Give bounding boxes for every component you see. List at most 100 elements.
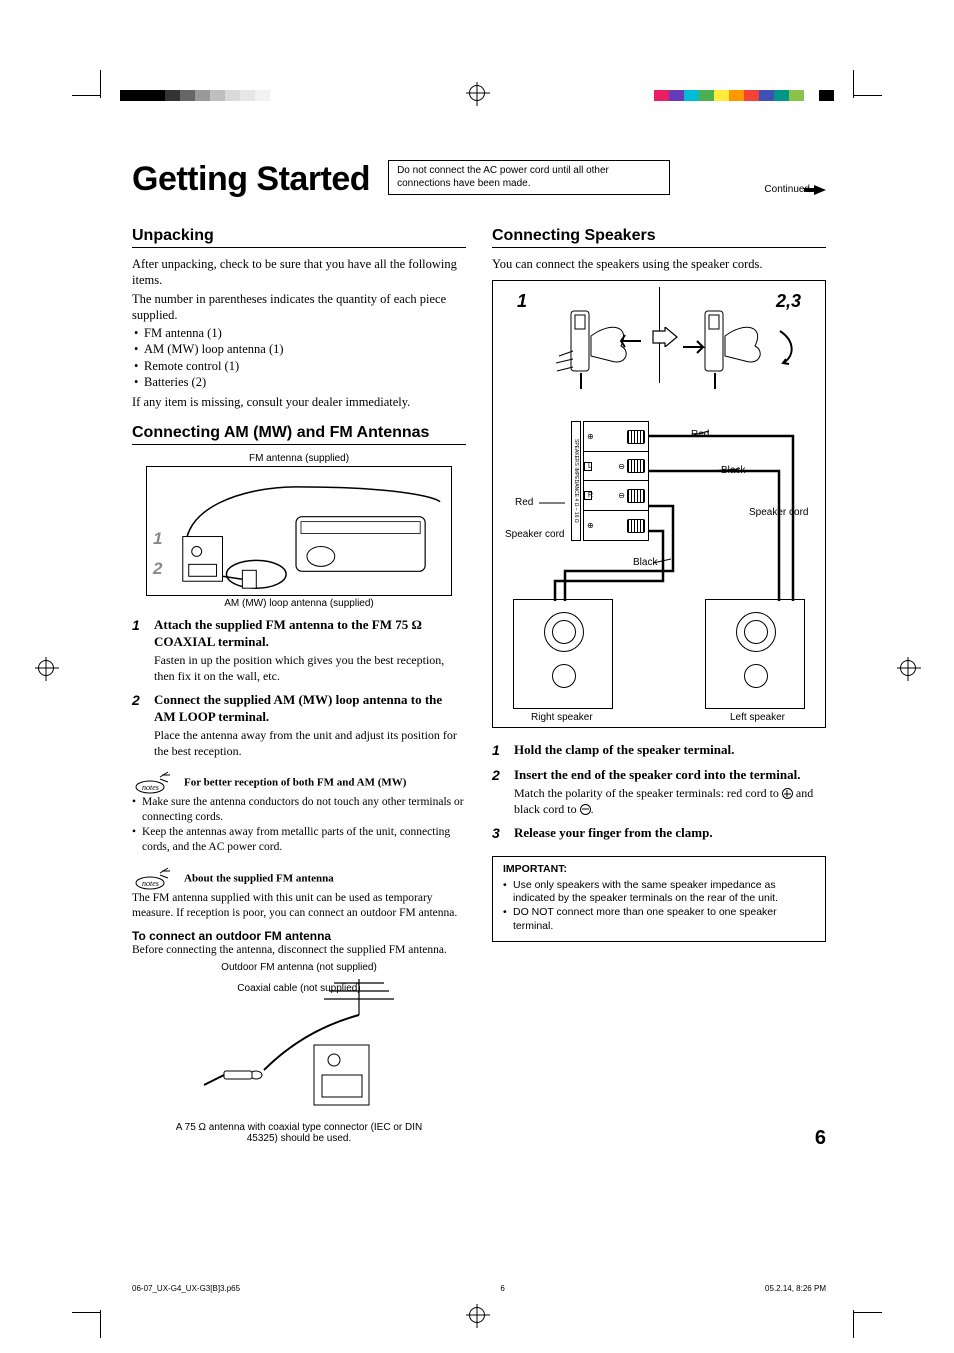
crop-mark [100, 1310, 101, 1338]
continued-indicator: Continued [764, 184, 826, 195]
footer-meta: 06-07_UX-G4_UX-G3[B]3.p65 6 05.2.14, 8:2… [132, 1284, 826, 1293]
section-heading-unpacking: Unpacking [132, 227, 466, 248]
speakers-intro: You can connect the speakers using the s… [492, 256, 826, 272]
speaker-diagram: 1 2,3 [492, 280, 826, 728]
list-item: Batteries (2) [132, 374, 466, 390]
header-row: Getting Started Do not connect the AC po… [132, 160, 826, 199]
crop-mark [72, 95, 100, 96]
step-desc: Fasten in up the position which gives yo… [154, 653, 466, 684]
warning-box: Do not connect the AC power cord until a… [388, 160, 670, 195]
diagram-label-am: AM (MW) loop antenna (supplied) [132, 598, 466, 609]
arrow-right-icon [814, 185, 826, 195]
note-heading: About the supplied FM antenna [184, 873, 334, 885]
step-number: 2 [132, 692, 146, 759]
antenna-step-2: 2 Connect the supplied AM (MW) loop ante… [132, 692, 466, 759]
crop-mark [72, 1312, 100, 1313]
step-title: Connect the supplied AM (MW) loop antenn… [154, 692, 466, 726]
outdoor-label-2: Coaxial cable (not supplied) [132, 983, 466, 994]
speaker-step-2: 2 Insert the end of the speaker cord int… [492, 767, 826, 817]
right-speaker-box [513, 599, 613, 709]
step-title: Release your finger from the clamp. [514, 825, 826, 842]
crop-mark [854, 1312, 882, 1313]
note-list: Make sure the antenna conductors do not … [132, 795, 466, 855]
crop-mark [853, 70, 854, 98]
two-column-layout: Unpacking After unpacking, check to be s… [132, 227, 826, 1144]
desc-text: Match the polarity of the speaker termin… [514, 786, 782, 800]
registration-mark-icon [38, 660, 54, 676]
label-right-speaker: Right speaker [531, 712, 593, 723]
diagram-callout-2: 2 [153, 559, 162, 579]
section-heading-speakers: Connecting Speakers [492, 227, 826, 248]
right-column: Connecting Speakers You can connect the … [492, 227, 826, 1144]
outdoor-diagram [184, 975, 414, 1115]
registration-mark-icon [469, 85, 485, 101]
svg-text:notes: notes [142, 783, 159, 792]
footer-file: 06-07_UX-G4_UX-G3[B]3.p65 [132, 1284, 240, 1293]
color-bar [654, 90, 834, 101]
step-title: Insert the end of the speaker cord into … [514, 767, 826, 784]
svg-text:notes: notes [142, 879, 159, 888]
crop-mark [853, 1310, 854, 1338]
note-text: The FM antenna supplied with this unit c… [132, 891, 466, 921]
antenna-diagram-wrapper: FM antenna (supplied) [132, 453, 466, 609]
unpacking-intro-2: The number in parentheses indicates the … [132, 291, 466, 324]
crop-mark [100, 70, 101, 98]
plus-symbol-icon [782, 788, 793, 799]
speaker-step-1: 1 Hold the clamp of the speaker terminal… [492, 742, 826, 759]
note-block-fm-antenna: notes About the supplied FM antenna The … [132, 865, 466, 921]
list-item: DO NOT connect more than one speaker to … [503, 906, 815, 933]
note-heading: For better reception of both FM and AM (… [184, 777, 406, 789]
diagram-label-fm: FM antenna (supplied) [132, 453, 466, 464]
minus-symbol-icon [580, 804, 591, 815]
unpacking-note: If any item is missing, consult your dea… [132, 394, 466, 410]
list-item: Remote control (1) [132, 358, 466, 374]
content-area: Getting Started Do not connect the AC po… [132, 160, 826, 1144]
diagram-callout-1: 1 [153, 529, 162, 549]
list-item: Keep the antennas away from metallic par… [132, 825, 466, 855]
footer-page: 6 [500, 1284, 504, 1293]
outdoor-diagram-svg [184, 975, 414, 1115]
step-desc: Place the antenna away from the unit and… [154, 728, 466, 759]
registration-mark-icon [900, 660, 916, 676]
important-title: IMPORTANT: [503, 863, 815, 877]
step-title: Hold the clamp of the speaker terminal. [514, 742, 826, 759]
list-item: Make sure the antenna conductors do not … [132, 795, 466, 825]
notes-icon: notes [132, 865, 174, 891]
page-title: Getting Started [132, 160, 370, 199]
antenna-step-1: 1 Attach the supplied FM antenna to the … [132, 617, 466, 684]
page: Getting Started Do not connect the AC po… [0, 0, 954, 1353]
outdoor-label-1: Outdoor FM antenna (not supplied) [132, 962, 466, 973]
outdoor-caption: A 75 Ω antenna with coaxial type connect… [169, 1122, 429, 1144]
desc-text: . [591, 802, 594, 816]
outdoor-intro: Before connecting the antenna, disconnec… [132, 943, 466, 958]
step-number: 1 [132, 617, 146, 684]
step-number: 1 [492, 742, 506, 759]
speaker-step-3: 3 Release your finger from the clamp. [492, 825, 826, 842]
left-speaker-box [705, 599, 805, 709]
label-left-speaker: Left speaker [730, 712, 785, 723]
page-number: 6 [815, 1127, 826, 1150]
step-number: 3 [492, 825, 506, 842]
outdoor-diagram-wrapper: Outdoor FM antenna (not supplied) [132, 962, 466, 1144]
step-desc: Match the polarity of the speaker termin… [514, 786, 826, 817]
step-title: Attach the supplied FM antenna to the FM… [154, 617, 466, 651]
important-box: IMPORTANT: Use only speakers with the sa… [492, 856, 826, 942]
notes-icon: notes [132, 769, 174, 795]
important-list: Use only speakers with the same speaker … [503, 879, 815, 934]
unpacking-intro-1: After unpacking, check to be sure that y… [132, 256, 466, 289]
list-item: AM (MW) loop antenna (1) [132, 341, 466, 357]
color-bar-grayscale [120, 90, 300, 101]
step-number: 2 [492, 767, 506, 817]
unpacking-item-list: FM antenna (1) AM (MW) loop antenna (1) … [132, 325, 466, 390]
crop-mark [854, 95, 882, 96]
section-heading-antennas: Connecting AM (MW) and FM Antennas [132, 424, 466, 445]
list-item: FM antenna (1) [132, 325, 466, 341]
registration-mark-icon [469, 1307, 485, 1323]
footer-date: 05.2.14, 8:26 PM [765, 1284, 826, 1293]
antenna-diagram: 1 2 [146, 466, 452, 596]
left-column: Unpacking After unpacking, check to be s… [132, 227, 466, 1144]
list-item: Use only speakers with the same speaker … [503, 879, 815, 906]
note-block-reception: notes For better reception of both FM an… [132, 769, 466, 855]
sub-heading-outdoor: To connect an outdoor FM antenna [132, 929, 466, 943]
antenna-diagram-svg [147, 467, 451, 596]
